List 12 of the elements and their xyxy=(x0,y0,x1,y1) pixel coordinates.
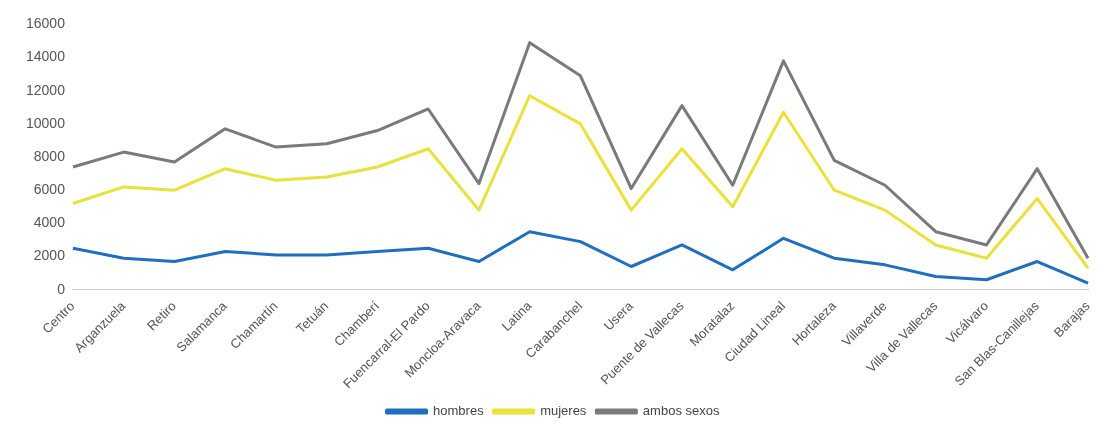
y-tick-label: 8000 xyxy=(33,147,66,164)
y-tick-label: 16000 xyxy=(25,15,66,32)
y-tick-label: 10000 xyxy=(25,114,66,131)
y-tick-label: 4000 xyxy=(33,214,66,231)
y-tick-label: 14000 xyxy=(25,48,66,65)
y-tick-label: 2000 xyxy=(33,247,66,264)
y-tick-label: 0 xyxy=(57,280,66,297)
y-tick-label: 6000 xyxy=(33,181,66,198)
legend-label: hombres xyxy=(433,403,485,419)
y-tick-label: 12000 xyxy=(25,81,66,98)
legend-label: ambos sexos xyxy=(642,403,720,419)
legend-label: mujeres xyxy=(540,403,587,419)
